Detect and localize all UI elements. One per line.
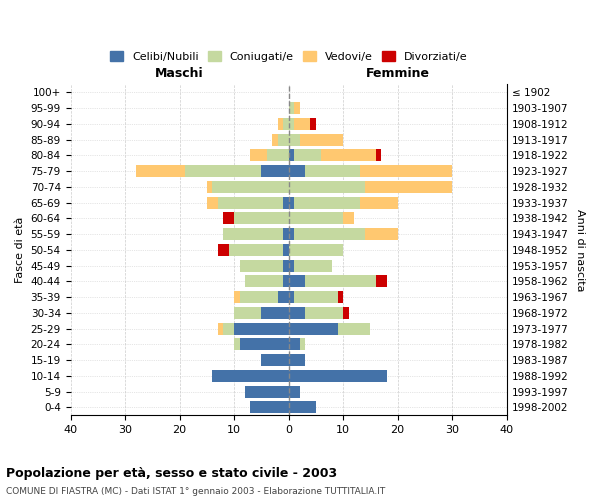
- Bar: [343, 212, 354, 224]
- Bar: [267, 150, 289, 162]
- Bar: [289, 181, 365, 193]
- Bar: [212, 181, 289, 193]
- Bar: [283, 260, 289, 272]
- Bar: [359, 165, 452, 177]
- Bar: [289, 307, 305, 319]
- Text: COMUNE DI FIASTRA (MC) - Dati ISTAT 1° gennaio 2003 - Elaborazione TUTTITALIA.IT: COMUNE DI FIASTRA (MC) - Dati ISTAT 1° g…: [6, 488, 385, 496]
- Bar: [283, 118, 289, 130]
- Bar: [294, 260, 332, 272]
- Bar: [289, 150, 294, 162]
- Bar: [343, 307, 349, 319]
- Bar: [289, 402, 316, 413]
- Bar: [272, 134, 278, 145]
- Bar: [299, 338, 305, 350]
- Bar: [223, 212, 234, 224]
- Bar: [262, 354, 289, 366]
- Bar: [294, 228, 365, 240]
- Text: Femmine: Femmine: [365, 67, 430, 80]
- Bar: [289, 354, 305, 366]
- Bar: [278, 134, 289, 145]
- Y-axis label: Anni di nascita: Anni di nascita: [575, 208, 585, 291]
- Bar: [299, 134, 343, 145]
- Bar: [365, 228, 398, 240]
- Bar: [365, 181, 452, 193]
- Bar: [212, 370, 289, 382]
- Bar: [223, 228, 283, 240]
- Bar: [289, 118, 294, 130]
- Bar: [305, 165, 359, 177]
- Bar: [234, 307, 262, 319]
- Bar: [289, 338, 299, 350]
- Bar: [229, 244, 283, 256]
- Bar: [234, 322, 289, 334]
- Bar: [294, 291, 338, 303]
- Bar: [289, 165, 305, 177]
- Bar: [289, 370, 387, 382]
- Bar: [289, 260, 294, 272]
- Text: Popolazione per età, sesso e stato civile - 2003: Popolazione per età, sesso e stato civil…: [6, 468, 337, 480]
- Bar: [294, 118, 310, 130]
- Bar: [207, 196, 218, 208]
- Bar: [359, 196, 398, 208]
- Bar: [250, 402, 289, 413]
- Bar: [289, 244, 343, 256]
- Bar: [245, 386, 289, 398]
- Bar: [234, 291, 239, 303]
- Bar: [322, 150, 376, 162]
- Bar: [239, 338, 289, 350]
- Bar: [289, 134, 299, 145]
- Bar: [376, 150, 382, 162]
- Bar: [289, 291, 294, 303]
- Bar: [283, 244, 289, 256]
- Bar: [283, 276, 289, 287]
- Bar: [218, 196, 283, 208]
- Bar: [250, 150, 267, 162]
- Bar: [223, 322, 234, 334]
- Bar: [245, 276, 283, 287]
- Bar: [289, 212, 343, 224]
- Bar: [338, 322, 370, 334]
- Y-axis label: Fasce di età: Fasce di età: [15, 216, 25, 283]
- Bar: [289, 276, 305, 287]
- Bar: [310, 118, 316, 130]
- Text: Maschi: Maschi: [155, 67, 204, 80]
- Bar: [278, 291, 289, 303]
- Bar: [218, 244, 229, 256]
- Bar: [278, 118, 283, 130]
- Bar: [185, 165, 262, 177]
- Legend: Celibi/Nubili, Coniugati/e, Vedovi/e, Divorziati/e: Celibi/Nubili, Coniugati/e, Vedovi/e, Di…: [106, 47, 472, 66]
- Bar: [289, 102, 294, 114]
- Bar: [289, 228, 294, 240]
- Bar: [294, 150, 322, 162]
- Bar: [262, 165, 289, 177]
- Bar: [283, 228, 289, 240]
- Bar: [338, 291, 343, 303]
- Bar: [207, 181, 212, 193]
- Bar: [218, 322, 223, 334]
- Bar: [234, 212, 289, 224]
- Bar: [289, 322, 338, 334]
- Bar: [294, 196, 359, 208]
- Bar: [234, 338, 239, 350]
- Bar: [239, 260, 283, 272]
- Bar: [294, 102, 299, 114]
- Bar: [305, 307, 343, 319]
- Bar: [262, 307, 289, 319]
- Bar: [136, 165, 185, 177]
- Bar: [289, 386, 299, 398]
- Bar: [239, 291, 278, 303]
- Bar: [305, 276, 376, 287]
- Bar: [283, 196, 289, 208]
- Bar: [376, 276, 387, 287]
- Bar: [289, 196, 294, 208]
